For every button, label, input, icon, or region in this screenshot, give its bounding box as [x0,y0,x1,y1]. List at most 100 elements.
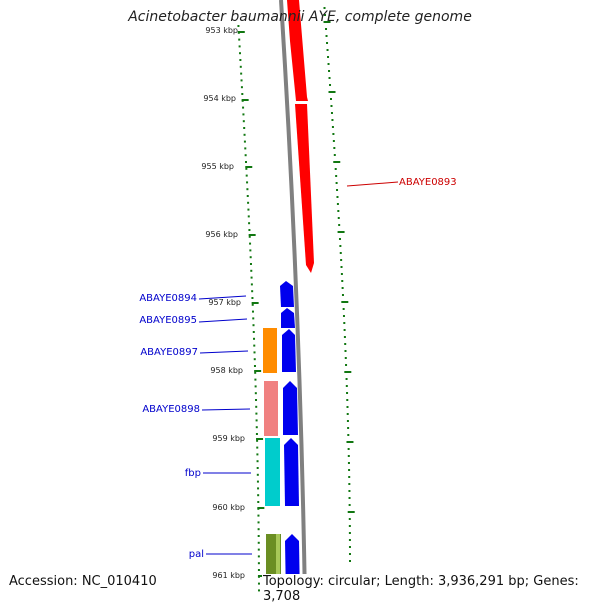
outer-tick [329,84,332,86]
outer-tick-track [323,7,355,562]
gene-label-abaye0894[interactable]: ABAYE0894 [139,293,197,304]
outer-tick [331,126,334,128]
inner-tick [257,555,260,558]
inner-major-tick [251,302,259,304]
gene-fbp-arrow[interactable] [284,438,299,506]
outer-tick [341,301,349,303]
gene-abaye0897-arrow[interactable] [282,329,296,372]
gene-label-abaye0893[interactable]: ABAYE0893 [399,177,457,188]
feature-cyan[interactable] [265,438,280,506]
leader-abaye0895 [198,318,248,323]
inner-major-tick [257,507,265,509]
feature-pink[interactable] [264,381,278,436]
inner-tick [249,249,252,252]
outer-tick [341,287,344,289]
gene-label-abaye0895[interactable]: ABAYE0895 [139,315,197,326]
inner-tick [248,235,251,238]
inner-tick [238,52,241,55]
tick-label-954: 954 kbp [203,94,236,103]
inner-tick [247,201,250,204]
gene-abaye0893-segment-1[interactable] [287,0,308,101]
feature-olive-highlight [276,534,280,600]
gene-abaye0893-arrow[interactable] [295,104,314,273]
outer-tick [335,182,338,184]
outer-tick [337,217,340,219]
gene-label-abaye0898[interactable]: ABAYE0898 [142,404,200,415]
gene-label-pal[interactable]: pal [189,549,204,560]
inner-tick [255,399,258,401]
outer-tick [335,175,338,177]
inner-tick [243,127,246,129]
outer-tick [326,42,329,44]
feature-orange[interactable] [263,328,277,373]
outer-tick [346,441,354,443]
gene-abaye0895-arrow[interactable] [281,308,295,328]
inner-tick [254,371,257,374]
outer-tick [346,392,349,394]
inner-tick [257,535,260,537]
outer-tick [334,168,337,170]
gene-label-fbp[interactable]: fbp [185,468,201,479]
inner-tick [247,208,250,211]
outer-tick [343,322,346,324]
inner-tick [256,467,259,469]
inner-tick [253,365,256,367]
outer-tick [338,238,341,240]
inner-tick [253,358,256,361]
inner-tick [242,113,245,116]
outer-tick [348,469,351,471]
gene-abaye0898-arrow[interactable] [283,381,298,435]
outer-tick [348,525,351,527]
inner-tick [257,487,260,490]
inner-tick [249,242,252,245]
outer-tick [344,371,352,373]
outer-tick [341,294,344,296]
outer-tick [348,476,351,478]
outer-tick [348,553,351,555]
inner-tick [248,229,251,231]
inner-tick [255,412,258,415]
inner-tick [242,106,245,109]
outer-tick [347,455,350,457]
inner-tick [237,25,240,27]
outer-tick [347,448,350,450]
outer-tick [348,560,351,562]
outer-tick [348,546,351,548]
inner-tick [254,385,257,388]
outer-tick [348,532,351,534]
inner-tick [256,480,259,483]
outer-tick [330,105,333,107]
inner-tick [240,86,243,89]
gene-abaye0894-arrow[interactable] [280,281,294,307]
inner-tick [255,426,258,429]
inner-major-tick [256,438,264,440]
outer-tick [345,378,348,380]
gene-label-abaye0897[interactable]: ABAYE0897 [140,347,198,358]
outer-tick [342,308,345,310]
inner-tick [253,351,256,354]
inner-tick [252,317,255,320]
inner-tick [251,297,254,299]
inner-tick [257,528,260,531]
leader-abaye0894 [198,295,247,300]
outer-tick [344,350,347,352]
outer-tick [329,98,332,100]
label-leaders [198,181,399,555]
tick-label-961: 961 kbp [212,571,245,580]
inner-tick [249,256,252,259]
outer-tick [348,497,351,499]
inner-tick [256,453,259,456]
inner-major-tick [241,99,249,101]
inner-tick [257,521,260,524]
inner-tick [257,501,260,503]
inner-tick [242,120,245,123]
inner-tick [238,38,241,41]
outer-tick [342,315,345,317]
inner-tick [251,290,254,293]
outer-tick [339,252,342,254]
outer-tick [344,343,347,345]
outer-tick [333,147,336,149]
tick-label-955: 955 kbp [201,162,234,171]
outer-tick [330,112,333,114]
